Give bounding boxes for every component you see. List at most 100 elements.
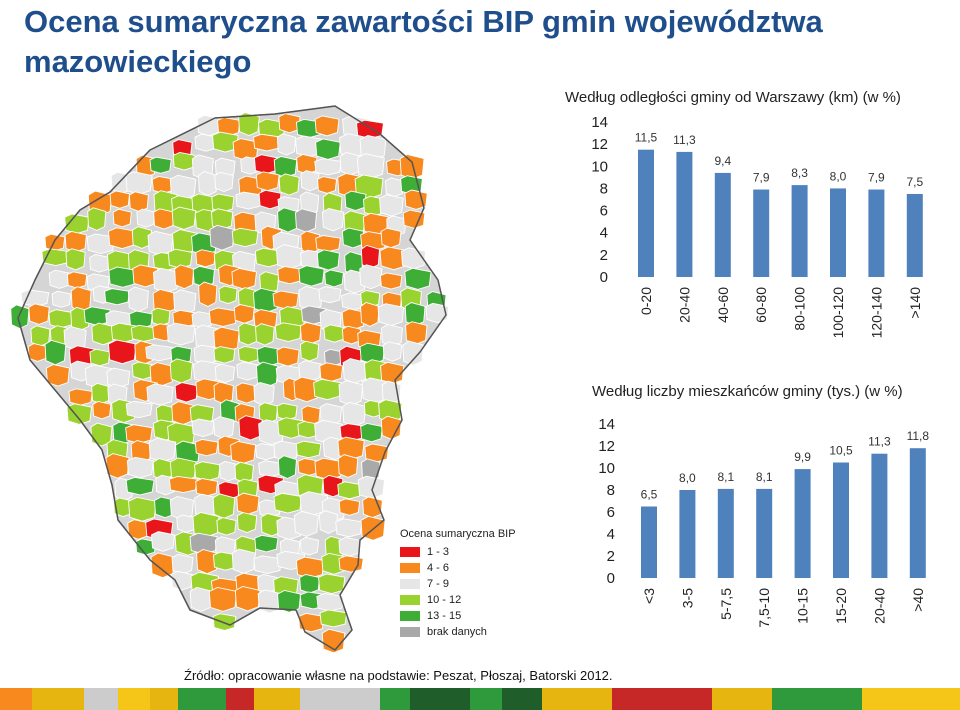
municipality-patch xyxy=(298,612,325,633)
municipality-patch xyxy=(167,248,193,269)
municipality-patch xyxy=(213,416,235,439)
data-label: 8,3 xyxy=(791,166,808,180)
chart-marks: 0 2 4 6 8 10 12 14 11,5 0-20 11,3 20-40 9,4 40-60 7,9 6… xyxy=(591,114,923,338)
municipality-patch xyxy=(276,402,298,421)
municipality-patch xyxy=(314,158,342,176)
source-note: Źródło: opracowanie własne na podstawie:… xyxy=(184,668,613,683)
footer-stripe xyxy=(470,688,502,710)
municipality-patch xyxy=(63,326,87,351)
municipality-patch xyxy=(211,193,235,213)
municipality-patch xyxy=(231,548,256,574)
bar xyxy=(909,448,926,578)
municipality-patch xyxy=(342,401,367,427)
municipality-patch xyxy=(48,309,74,329)
municipality-patch xyxy=(27,343,48,362)
municipality-patch xyxy=(323,324,346,343)
y-tick-label: 0 xyxy=(600,269,608,286)
municipality-patch xyxy=(149,156,172,174)
municipality-patch xyxy=(213,381,234,405)
footer-stripe xyxy=(772,688,862,710)
category-label: 15-20 xyxy=(833,588,849,624)
municipality-patch xyxy=(378,399,403,423)
municipality-patch xyxy=(253,382,275,407)
municipality-patch xyxy=(145,344,174,362)
legend-swatch xyxy=(400,579,420,589)
municipality-patch xyxy=(174,264,195,290)
municipality-patch xyxy=(344,190,367,212)
municipality-patch xyxy=(194,438,219,457)
legend-label: 13 - 15 xyxy=(427,610,462,622)
legend-label: 7 - 9 xyxy=(427,578,450,590)
municipality-patch xyxy=(298,265,325,287)
footer-color-strip xyxy=(0,688,960,710)
municipality-patch xyxy=(189,586,213,612)
municipality-patch xyxy=(214,171,234,193)
municipality-patch xyxy=(208,307,238,327)
y-tick-label: 8 xyxy=(607,482,615,499)
municipality-patch xyxy=(195,478,219,497)
y-tick-label: 8 xyxy=(600,180,608,197)
municipality-patch xyxy=(153,208,175,230)
y-tick-label: 10 xyxy=(598,460,615,477)
footer-stripe xyxy=(542,688,612,710)
municipality-patch xyxy=(318,573,346,595)
data-label: 11,3 xyxy=(868,435,891,449)
municipality-patch xyxy=(314,115,340,137)
map-legend: Ocena sumaryczna BIP 1 - 3 4 - 6 7 - 9 1… xyxy=(400,528,530,640)
municipality-patch xyxy=(255,171,280,192)
municipality-patch xyxy=(68,388,93,406)
municipality-patch xyxy=(318,286,342,304)
municipality-patch xyxy=(360,302,380,327)
municipality-patch xyxy=(377,303,405,327)
footer-stripe xyxy=(712,688,772,710)
municipality-patch xyxy=(169,358,193,384)
municipality-patch xyxy=(321,208,345,232)
y-tick-label: 12 xyxy=(591,136,608,153)
municipality-patch xyxy=(28,303,50,325)
municipality-patch xyxy=(399,153,425,180)
municipality-patch xyxy=(171,570,193,591)
municipality-patch xyxy=(91,322,115,346)
municipality-patch xyxy=(315,138,341,160)
municipality-patch xyxy=(359,342,386,365)
municipality-patch xyxy=(136,208,156,228)
legend-label: 4 - 6 xyxy=(427,562,450,574)
municipality-patch xyxy=(125,476,155,496)
municipality-patch xyxy=(276,346,300,367)
municipality-patch xyxy=(66,271,88,289)
municipality-patch xyxy=(171,553,194,575)
data-label: 7,9 xyxy=(753,171,770,185)
municipality-patch xyxy=(238,322,259,346)
legend-item: 1 - 3 xyxy=(400,544,530,560)
municipality-patch xyxy=(66,403,93,425)
legend-item: 13 - 15 xyxy=(400,608,530,624)
footer-stripe xyxy=(862,688,960,710)
municipality-patch xyxy=(44,339,67,366)
municipality-patch xyxy=(211,208,234,230)
municipality-patch xyxy=(191,418,215,437)
data-label: 11,5 xyxy=(635,131,658,145)
municipality-patch xyxy=(151,307,171,327)
municipality-patch xyxy=(191,311,214,329)
municipality-patch xyxy=(319,362,344,382)
legend-item: 7 - 9 xyxy=(400,576,530,592)
municipality-patch xyxy=(238,112,260,136)
municipality-patch xyxy=(218,285,238,305)
legend-item: 4 - 6 xyxy=(400,560,530,576)
municipality-patch xyxy=(338,555,364,573)
y-tick-label: 10 xyxy=(591,158,608,175)
municipality-patch xyxy=(192,511,220,538)
municipality-patch xyxy=(168,476,198,494)
municipality-patch xyxy=(20,289,50,307)
municipality-patch xyxy=(359,264,383,290)
bar-chart-distance: Według odległości gminy od Warszawy (km)… xyxy=(565,89,923,338)
municipality-patch xyxy=(214,363,236,384)
municipality-patch xyxy=(315,235,341,253)
municipality-patch xyxy=(360,422,383,443)
municipality-patch xyxy=(125,424,153,444)
municipality-patch xyxy=(295,556,325,579)
municipality-patch xyxy=(230,440,257,464)
footer-stripe xyxy=(32,688,84,710)
chart-marks: 0 2 4 6 8 10 12 14 6,5 <3 8,0 3-5 8,1 5-7,5 8,1 7,5-10 9… xyxy=(598,416,929,628)
municipality-patch xyxy=(51,290,72,308)
